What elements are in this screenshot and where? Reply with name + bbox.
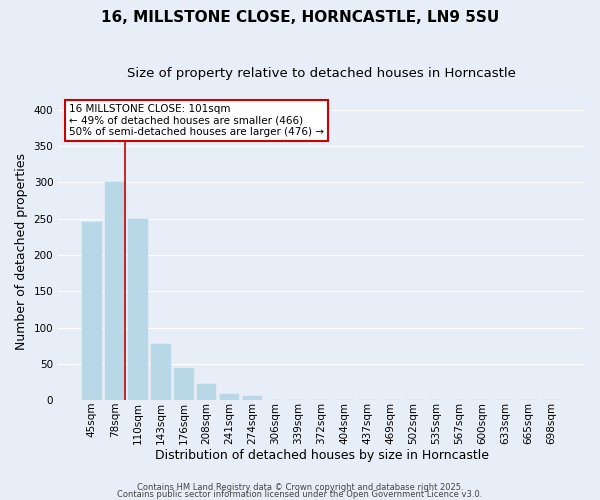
Bar: [151, 344, 170, 401]
Bar: [243, 396, 262, 400]
Text: 16, MILLSTONE CLOSE, HORNCASTLE, LN9 5SU: 16, MILLSTONE CLOSE, HORNCASTLE, LN9 5SU: [101, 10, 499, 25]
Bar: [197, 384, 217, 400]
Y-axis label: Number of detached properties: Number of detached properties: [15, 153, 28, 350]
Bar: [220, 394, 239, 400]
Bar: [128, 219, 148, 400]
Text: Contains HM Land Registry data © Crown copyright and database right 2025.: Contains HM Land Registry data © Crown c…: [137, 484, 463, 492]
Text: 16 MILLSTONE CLOSE: 101sqm
← 49% of detached houses are smaller (466)
50% of sem: 16 MILLSTONE CLOSE: 101sqm ← 49% of deta…: [69, 104, 324, 137]
X-axis label: Distribution of detached houses by size in Horncastle: Distribution of detached houses by size …: [155, 450, 488, 462]
Bar: [105, 182, 125, 400]
Bar: [174, 368, 194, 400]
Bar: [82, 222, 101, 400]
Text: Contains public sector information licensed under the Open Government Licence v3: Contains public sector information licen…: [118, 490, 482, 499]
Title: Size of property relative to detached houses in Horncastle: Size of property relative to detached ho…: [127, 68, 516, 80]
